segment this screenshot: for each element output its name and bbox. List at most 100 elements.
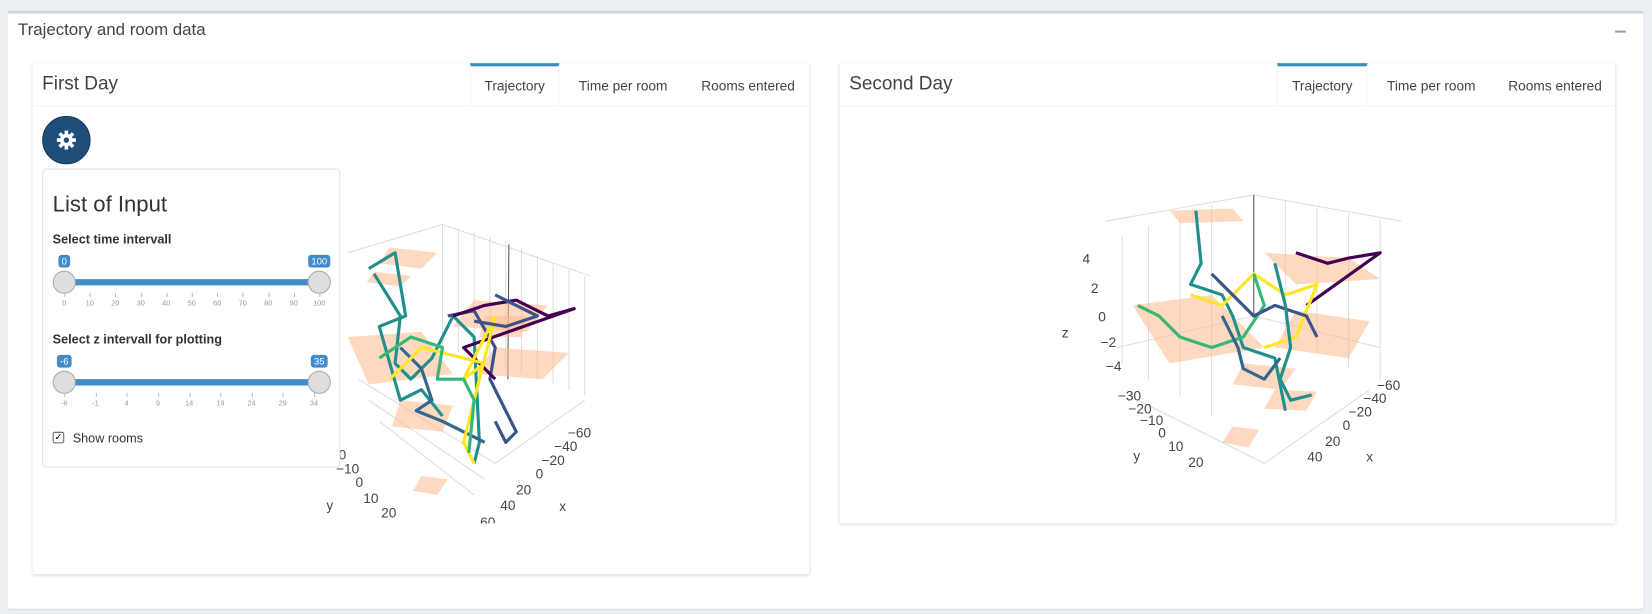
tab[interactable]: Rooms entered [701, 77, 795, 94]
sidebar-title: List of Input [52, 192, 168, 217]
divider [839, 105, 1616, 107]
slider-tick [89, 292, 91, 298]
slider-tick [242, 292, 244, 298]
slider-tick [313, 392, 316, 398]
tick-label: −4 [1106, 359, 1122, 374]
slider-tick [64, 292, 66, 298]
slider-tick-label: 90 [289, 300, 298, 308]
sidebar [42, 168, 341, 468]
slider-tick [282, 392, 284, 398]
tick-label: −20 [542, 453, 566, 468]
plot-first-day: −60 −40 −20 0 20 40 60 0 −10 0 10 20 x y [316, 223, 601, 534]
slider-label: Select time intervall [52, 231, 172, 247]
slider-tick-label: -1 [92, 400, 99, 408]
panel-second-day [839, 63, 1616, 524]
slider-tick-label: 29 [278, 400, 287, 408]
axis-label: x [1366, 450, 1373, 465]
tick-label: −40 [554, 439, 578, 454]
panel-title: Second Day [849, 72, 953, 94]
settings-button[interactable] [42, 115, 91, 165]
slider-handle[interactable] [307, 370, 331, 394]
slider-track [64, 379, 320, 386]
tick-label: −2 [1101, 335, 1117, 350]
tick-label: 0 [1158, 426, 1166, 441]
slider-tick-label: -6 [60, 400, 68, 408]
slider-tick [191, 292, 193, 298]
slider-tick-label: 80 [264, 300, 273, 308]
slider-tick [95, 392, 97, 398]
slider-tick-label: 50 [187, 300, 196, 308]
tick-label: 2 [1091, 281, 1099, 296]
slider-min: -6 [56, 354, 72, 368]
gear-icon [56, 130, 76, 150]
tick-label: −20 [1128, 401, 1152, 416]
tick-label: 0 [339, 448, 347, 463]
box-title: Trajectory and room data [17, 21, 206, 39]
tick-label: 0 [536, 467, 544, 482]
slider-tick [189, 392, 191, 398]
axis-label: y [326, 498, 333, 513]
tick-label: −40 [1363, 391, 1387, 406]
slider-tick-label: 10 [85, 300, 94, 308]
tick-label: 4 [1082, 252, 1090, 267]
tick-label: 20 [516, 482, 532, 497]
tick-label: 10 [1168, 439, 1184, 454]
slider-tick [217, 292, 219, 298]
slider-tick [126, 392, 128, 398]
tick-label: 0 [355, 475, 363, 490]
tab[interactable]: Time per room [578, 77, 668, 94]
slider-tick-label: 60 [213, 300, 222, 308]
slider-tick-label: 100 [313, 300, 326, 308]
panel-title: First Day [42, 72, 119, 94]
tab[interactable]: Trajectory [469, 63, 560, 106]
slider-tick [319, 292, 321, 298]
slider-tick-label: 40 [162, 300, 171, 308]
checkbox[interactable]: ✓ [52, 431, 65, 444]
tick-label: −10 [336, 461, 360, 476]
tick-label: 10 [363, 491, 379, 506]
tick-label: −10 [1140, 413, 1164, 428]
slider-tick [166, 292, 168, 298]
collapse-button[interactable] [1615, 30, 1626, 33]
slider-max: 35 [310, 354, 328, 368]
tab[interactable]: Time per room [1387, 77, 1476, 94]
slider-tick-label: 9 [155, 400, 160, 408]
slider-tick [157, 392, 159, 398]
tick-label: 0 [1098, 310, 1106, 325]
slider-tick-label: 20 [111, 300, 120, 308]
slider-handle[interactable] [52, 370, 76, 394]
slider-tick [140, 292, 142, 298]
slider-tick [251, 392, 253, 398]
plot-second-day: 4 2 0 −2 −4 z −30 −20 −10 0 10 20 −60 −4… [1062, 194, 1402, 470]
slider-tick-label: 19 [216, 400, 225, 408]
slider-tick-label: 30 [136, 300, 145, 308]
tick-label: 20 [1188, 455, 1204, 470]
slider-track [64, 279, 320, 286]
tick-label: −60 [568, 426, 592, 441]
slider-tick [220, 392, 222, 398]
slider-handle[interactable] [52, 270, 76, 294]
axis-label: z [1062, 325, 1069, 340]
tick-label: 0 [1343, 418, 1351, 433]
tick-label: 20 [1325, 434, 1341, 449]
slider-tick-label: 0 [62, 300, 67, 308]
tick-label: −20 [1349, 404, 1373, 419]
tab[interactable]: Trajectory [1276, 63, 1368, 106]
slider-tick [64, 392, 66, 398]
slider-max: 100 [308, 254, 331, 268]
slider-tick-label: 14 [185, 400, 194, 408]
checkbox-label: Show rooms [72, 430, 143, 446]
slider-handle[interactable] [307, 270, 331, 294]
tab[interactable]: Rooms entered [1508, 77, 1602, 94]
slider-tick [268, 292, 270, 298]
slider-tick-label: 24 [247, 400, 256, 408]
slider-tick [293, 292, 295, 298]
slider-tick-label: 4 [124, 400, 129, 408]
slider-min: 0 [58, 254, 71, 268]
slider-label: Select z intervall for plotting [52, 331, 222, 347]
axis-label: y [1133, 449, 1140, 464]
tick-label: 40 [1307, 450, 1323, 465]
